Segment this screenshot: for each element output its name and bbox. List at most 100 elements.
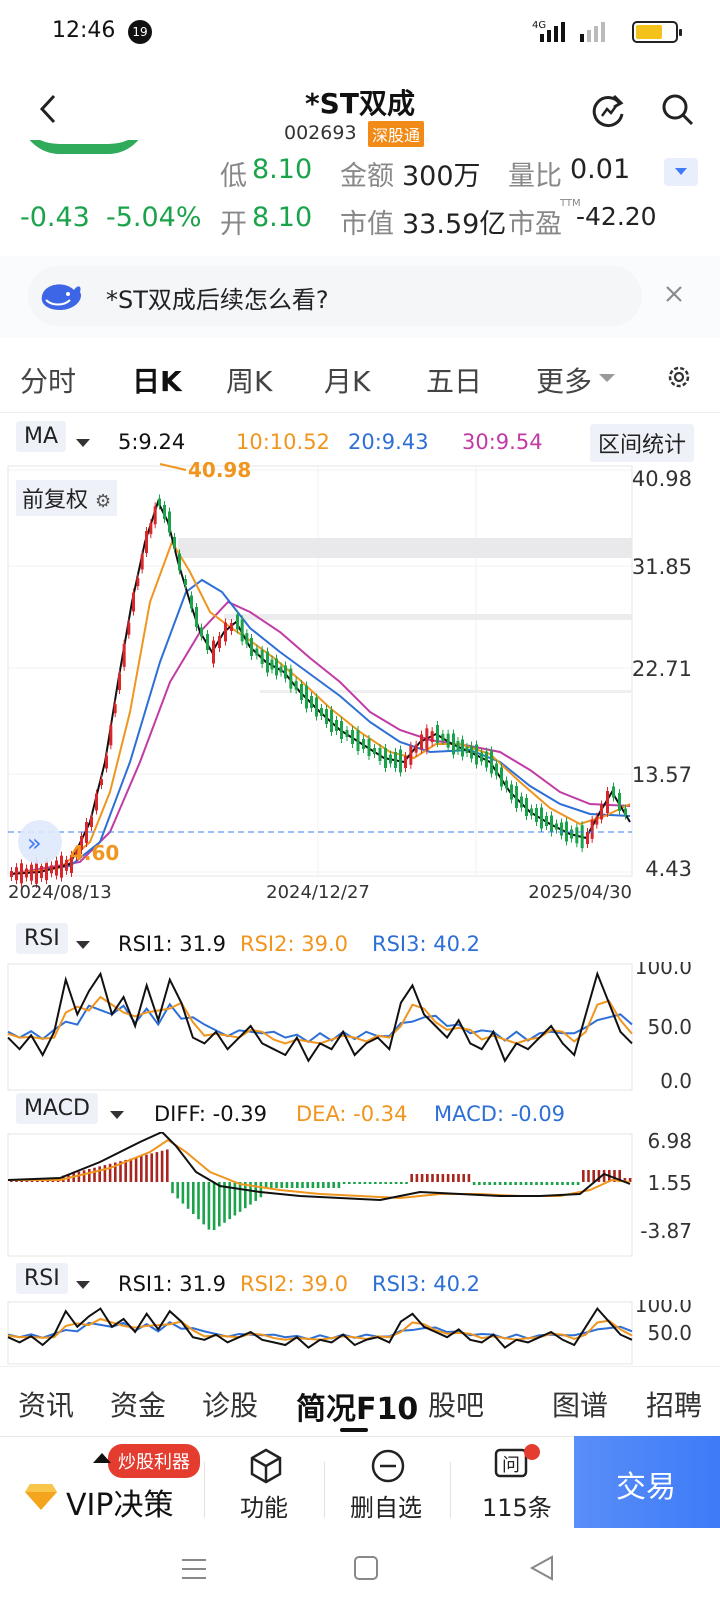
candle-body (30, 864, 33, 881)
tab-monthly-k[interactable]: 月K (324, 365, 371, 398)
home-icon[interactable] (352, 1554, 380, 1582)
qa-button[interactable]: 115条 (482, 1494, 552, 1522)
y-tick-label: 13.57 (632, 763, 692, 787)
adjust-selector[interactable]: 前复权 ⚙ (16, 480, 118, 516)
tab-weekly-k[interactable]: 周K (226, 365, 273, 398)
macd-selector[interactable]: MACD (16, 1093, 98, 1124)
macd-bar (114, 1162, 117, 1182)
menu-icon[interactable] (180, 1556, 208, 1582)
tab-forum[interactable]: 股吧 (428, 1389, 485, 1422)
candle-body (495, 763, 498, 776)
vip-badge: 炒股利器 (108, 1444, 200, 1478)
candle-body (113, 704, 117, 714)
tab-more[interactable]: 更多 (536, 365, 593, 398)
macd-bar (98, 1166, 101, 1182)
rsi-y-tick: 50.0 (647, 1321, 692, 1345)
vip-decision-button[interactable]: VIP决策 (66, 1488, 174, 1523)
rsi2-rsi3-value: RSI3: 40.2 (372, 1272, 480, 1296)
macd-bar (524, 1182, 528, 1185)
candle-body (409, 745, 413, 765)
candle-body (560, 822, 563, 836)
f10-tab-indicator (340, 1428, 368, 1432)
candle-body (500, 767, 503, 787)
candle-body (122, 643, 126, 667)
resistance-band (178, 538, 632, 558)
ma-label: MA (16, 421, 67, 452)
tab-diagnosis[interactable]: 诊股 (202, 1389, 259, 1422)
candle-body (140, 554, 144, 570)
back-nav-icon[interactable] (528, 1554, 556, 1582)
macd-bar (452, 1174, 455, 1182)
low-value: 8.10 (252, 154, 313, 185)
function-button[interactable]: 功能 (240, 1494, 288, 1522)
rsi-label: RSI (16, 923, 68, 954)
ma-selector[interactable]: MA (16, 421, 67, 452)
tabs-divider (0, 412, 720, 413)
macd-bar (290, 1182, 294, 1188)
tab-hiring[interactable]: 招聘 (646, 1389, 703, 1422)
resistance-band (224, 614, 632, 620)
macd-bar (379, 1182, 382, 1184)
macd-chart[interactable]: 6.98 1.55 -3.87 (0, 1132, 720, 1260)
tab-graph[interactable]: 图谱 (552, 1389, 609, 1422)
macd-bar (301, 1182, 304, 1188)
refresh-icon[interactable] (588, 90, 628, 130)
macd-dropdown-icon (110, 1111, 124, 1119)
candle-body (461, 739, 464, 757)
y-tick-label: 4.43 (645, 857, 692, 881)
rsi-selector[interactable]: RSI (16, 923, 68, 954)
back-icon[interactable] (36, 92, 60, 126)
toolbar-divider (450, 1462, 451, 1518)
macd-bar (623, 1178, 627, 1182)
candle-body (158, 498, 161, 506)
macd-bar (535, 1182, 538, 1185)
candle-body (224, 622, 227, 642)
y-tick-label: 40.98 (632, 467, 692, 491)
candle-body (373, 748, 376, 754)
remove-watchlist-button[interactable]: 删自选 (350, 1494, 422, 1522)
candle-body (195, 607, 198, 627)
search-icon[interactable] (660, 92, 696, 128)
macd-bar (311, 1182, 315, 1188)
tab-intraday[interactable]: 分时 (20, 365, 77, 398)
tab-five-day[interactable]: 五日 (426, 365, 483, 398)
expand-quote-icon[interactable] (664, 158, 698, 186)
rsi-chart[interactable]: 100.0 50.0 0.0 (0, 962, 720, 1092)
notification-badge: 19 (128, 20, 152, 44)
macd-bar (197, 1182, 200, 1220)
kline-chart[interactable]: 40.98 31.85 22.71 13.57 4.43 40.98 4.60 » 2024/0… (0, 462, 720, 920)
trade-button[interactable]: 交易 (574, 1436, 720, 1528)
candle-body (10, 871, 13, 877)
macd-bar (171, 1182, 174, 1194)
x-axis-label: 2024/12/27 (266, 882, 370, 903)
candle-body (20, 863, 23, 884)
macd-bar (181, 1182, 185, 1204)
macd-bar (316, 1182, 320, 1188)
ai-whale-icon (41, 284, 82, 310)
rsi2-selector[interactable]: RSI (16, 1263, 68, 1294)
tab-funds[interactable]: 资金 (110, 1389, 167, 1422)
macd-bar (509, 1182, 512, 1185)
range-stats-button[interactable]: 区间统计 (590, 424, 695, 462)
tab-f10[interactable]: 简况F10 (296, 1392, 419, 1427)
ai-question-bar[interactable] (28, 266, 642, 326)
candle-body (320, 708, 323, 716)
candle-body (378, 748, 382, 761)
candle-body (45, 861, 48, 881)
macd-bar (582, 1170, 585, 1182)
tab-news[interactable]: 资讯 (18, 1389, 75, 1422)
settings-gear-icon[interactable] (664, 362, 694, 392)
rsi-chart-2[interactable]: 100.0 50.0 (0, 1300, 720, 1366)
tab-daily-k[interactable]: 日K (132, 365, 182, 398)
candle-body (294, 680, 298, 690)
mktcap-value: 33.59亿 (402, 209, 507, 240)
macd-bar (348, 1182, 351, 1184)
candle-body (590, 819, 594, 839)
candle-body (70, 855, 73, 873)
candle-body (75, 850, 78, 857)
candle-body (520, 796, 523, 808)
close-icon[interactable] (664, 284, 684, 304)
function-cube-icon (250, 1448, 282, 1484)
candle-body (420, 734, 423, 750)
macd-bar (270, 1182, 273, 1188)
